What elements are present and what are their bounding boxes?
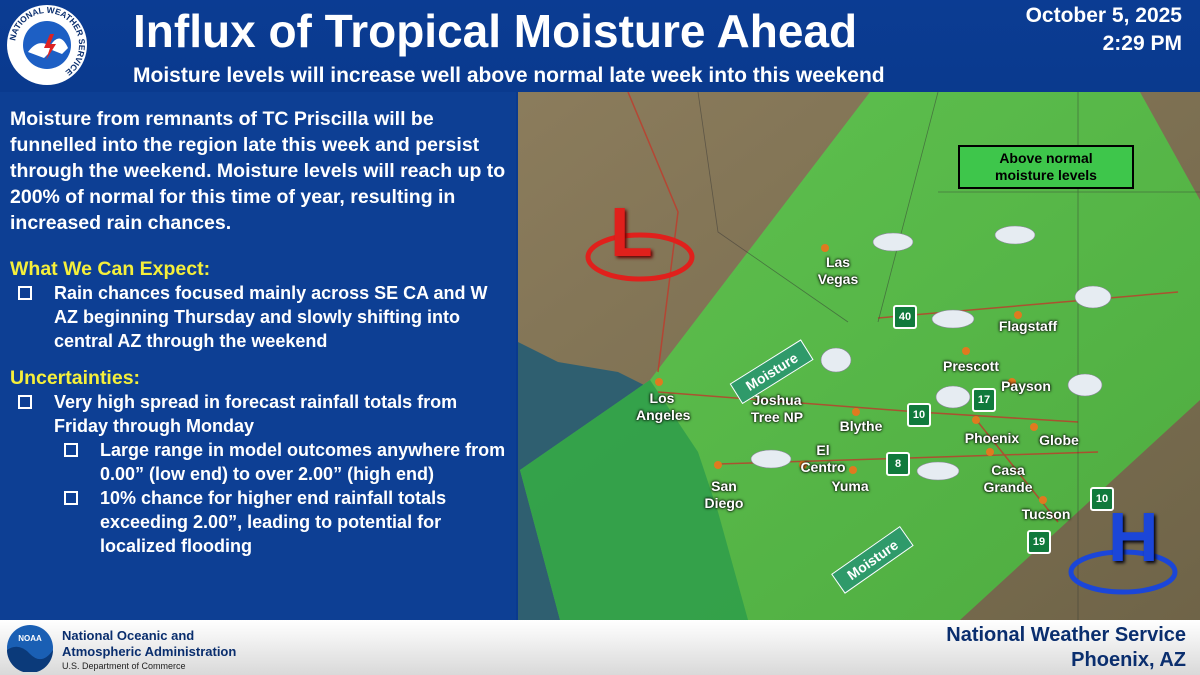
nws-logo: NATIONAL WEATHER SERVICE xyxy=(7,5,87,85)
section-heading: Uncertainties: xyxy=(10,367,141,389)
bullet: Rain chances focused mainly across SE CA… xyxy=(18,281,506,353)
sections: What We Can Expect: Rain chances focused … xyxy=(10,258,506,558)
noaa-name: Atmospheric Administration xyxy=(62,644,237,659)
noaa-logo-text: NOAA xyxy=(18,634,42,643)
office-location: Phoenix, AZ xyxy=(1071,649,1186,671)
time: 2:29 PM xyxy=(1102,32,1182,55)
highway-shield: 17 xyxy=(972,388,996,412)
city-label: Globe xyxy=(1039,432,1079,448)
highway-shield: 8 xyxy=(886,452,910,476)
sub-bullet: 10% chance for higher end rainfall total… xyxy=(64,486,506,558)
city-label: Tucson xyxy=(1021,506,1071,522)
city-label: Flagstaff xyxy=(998,318,1058,334)
bullet: Very high spread in forecast rainfall to… xyxy=(18,390,506,438)
city-label: Prescott xyxy=(942,358,1000,374)
high-pressure: H xyxy=(1108,498,1159,576)
noaa-logo: NOAA xyxy=(7,625,53,672)
footer: NOAA National Oceanic and Atmospheric Ad… xyxy=(0,620,1200,675)
intro: Moisture from remnants of TC Priscilla w… xyxy=(10,108,506,234)
city-label: Yuma xyxy=(831,478,869,494)
city-label: Las Vegas xyxy=(817,254,859,287)
date: October 5, 2025 xyxy=(1025,4,1182,27)
city-label: Phoenix xyxy=(964,430,1020,446)
city-label: Los Angeles xyxy=(636,390,691,423)
low-pressure: L xyxy=(610,193,653,271)
subtitle: Moisture levels will increase well above… xyxy=(133,64,885,87)
noaa-department: U.S. Department of Commerce xyxy=(62,661,186,671)
section-heading: What We Can Expect: xyxy=(10,258,211,280)
title: Influx of Tropical Moisture Ahead xyxy=(133,5,858,57)
header: NATIONAL WEATHER SERVICE Influx of Tropi… xyxy=(0,0,1200,92)
city-label: Blythe xyxy=(839,418,883,434)
office-name: National Weather Service xyxy=(946,624,1186,646)
highway-shield: 10 xyxy=(907,403,931,427)
highway-shield: 19 xyxy=(1027,530,1051,554)
noaa-name: National Oceanic and xyxy=(62,628,195,643)
city-label: San Diego xyxy=(704,478,744,511)
city-label: Joshua Tree NP xyxy=(750,392,804,425)
text-panel: Moisture from remnants of TC Priscilla w… xyxy=(0,92,516,620)
city-label: Payson xyxy=(1001,378,1051,394)
city-label: El Centro xyxy=(800,442,846,475)
city-label: Casa Grande xyxy=(983,462,1033,495)
map: Above normal moisture levels L H Las Veg… xyxy=(518,92,1200,620)
highway-shield: 40 xyxy=(893,305,917,329)
legend-box: Above normal moisture levels xyxy=(958,145,1134,189)
highway-shield: 10 xyxy=(1090,487,1114,511)
sub-bullet: Large range in model outcomes anywhere f… xyxy=(64,440,506,484)
